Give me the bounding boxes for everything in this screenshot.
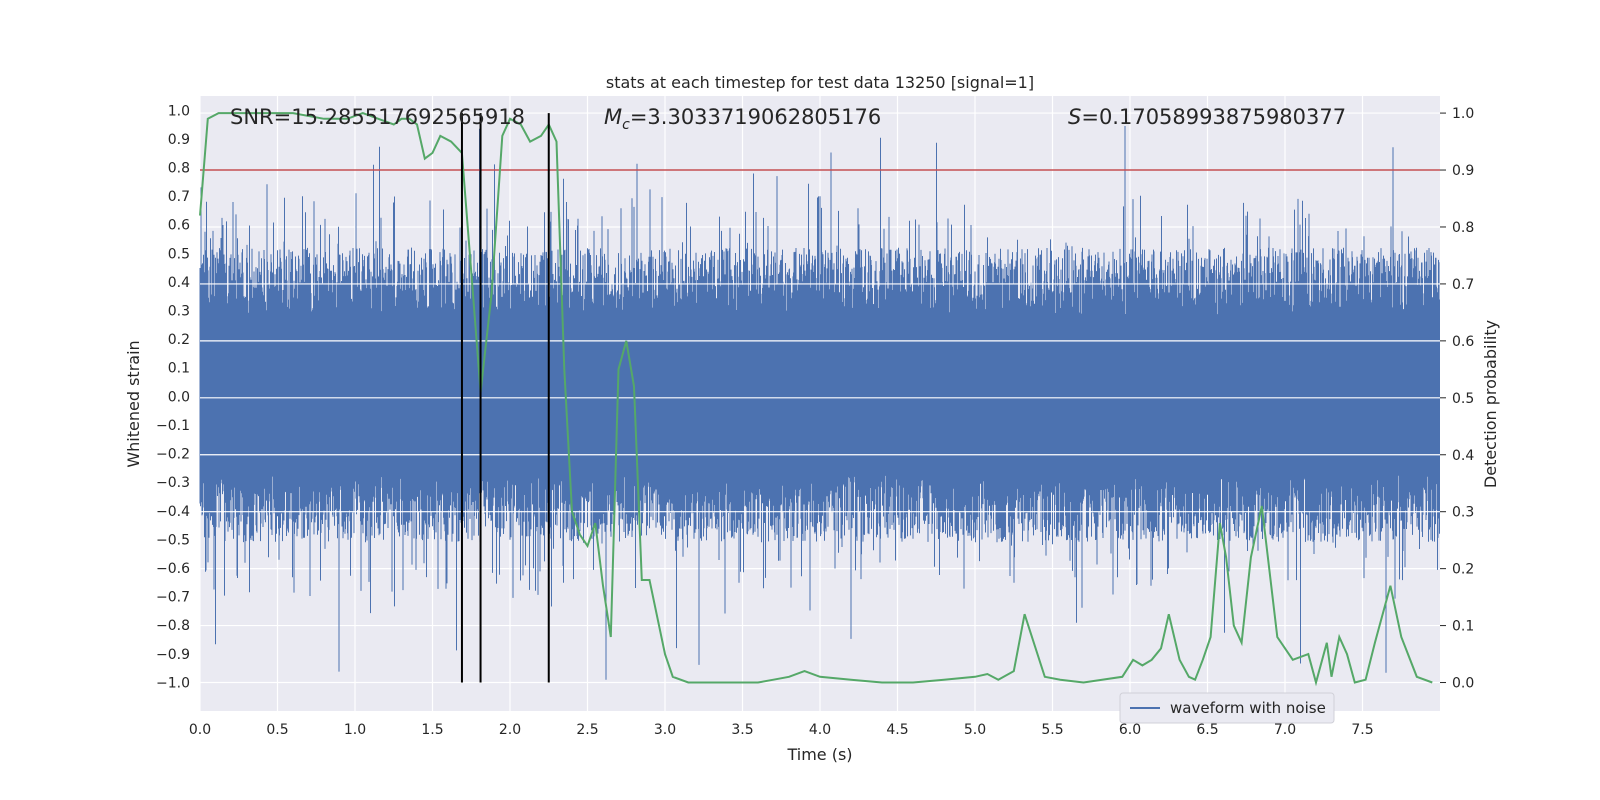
y-tick-label: −0.8 — [156, 618, 190, 634]
chart-title: stats at each timestep for test data 132… — [606, 73, 1034, 92]
y-axis-label: Whitened strain — [124, 340, 143, 467]
snr-annotation: SNR=15.285517692565918 — [230, 105, 525, 129]
y-tick-label: 0.6 — [168, 218, 190, 234]
detection-probability-line — [199, 112, 1433, 687]
y2-axis-ticks: 1.0 0.9 0.8 0.7 0.6 0.5 0.4 0.3 0.2 0.1 0.0 — [1440, 106, 1474, 692]
y-tick-label: −0.2 — [156, 447, 190, 463]
probability-series — [199, 112, 1433, 687]
x-tick-label: 1.5 — [421, 722, 443, 738]
y2-tick-label: 0.6 — [1452, 334, 1474, 350]
x-tick-label: 7.0 — [1274, 722, 1296, 738]
x-tick-label: 2.0 — [499, 722, 521, 738]
y-tick-label: 0.0 — [168, 389, 190, 405]
x-tick-label: 5.5 — [1041, 722, 1063, 738]
x-tick-label: 3.5 — [731, 722, 753, 738]
x-tick-label: 6.5 — [1196, 722, 1218, 738]
s-symbol: S — [1068, 105, 1081, 129]
y-tick-label: −0.6 — [156, 561, 190, 577]
y-tick-label: −0.7 — [156, 590, 190, 606]
x-axis-label: Time (s) — [786, 745, 852, 764]
waveform-trace — [199, 126, 1440, 680]
event-markers — [460, 113, 550, 683]
y2-tick-label: 0.0 — [1452, 676, 1474, 692]
y2-tick-label: 0.2 — [1452, 562, 1474, 578]
y2-tick-label: 0.1 — [1452, 619, 1474, 635]
x-tick-label: 2.5 — [576, 722, 598, 738]
y2-axis-label: Detection probability — [1481, 320, 1500, 488]
y-axis-ticks: 1.0 0.9 0.8 0.7 0.6 0.5 0.4 0.3 0.2 0.1 0.0 −0.1 −0.… — [156, 103, 190, 691]
y-tick-label: −0.9 — [156, 647, 190, 663]
x-tick-label: 4.0 — [809, 722, 831, 738]
x-tick-label: 4.5 — [886, 722, 908, 738]
chirp-mass-value: =3.3033719062805176 — [630, 105, 881, 129]
y-tick-label: −0.1 — [156, 418, 190, 434]
y-tick-label: −0.3 — [156, 475, 190, 491]
waveform-series — [199, 126, 1440, 680]
chirp-mass-annotation: Mc=3.3033719062805176 — [604, 105, 881, 133]
y2-tick-label: 0.7 — [1452, 277, 1474, 293]
y-tick-label: 0.8 — [168, 161, 190, 177]
legend: waveform with noise — [1119, 692, 1335, 724]
y-tick-label: −0.5 — [156, 532, 190, 548]
y2-tick-label: 0.4 — [1452, 448, 1474, 464]
y2-tick-label: 0.9 — [1452, 163, 1474, 179]
x-tick-label: 7.5 — [1351, 722, 1373, 738]
y-tick-label: 0.9 — [168, 132, 190, 148]
y2-tick-label: 0.5 — [1452, 391, 1474, 407]
y2-tick-label: 0.3 — [1452, 505, 1474, 521]
y-tick-label: 1.0 — [168, 103, 190, 119]
x-tick-label: 3.0 — [654, 722, 676, 738]
y2-tick-label: 0.8 — [1452, 220, 1474, 236]
y-tick-label: −0.4 — [156, 504, 190, 520]
x-tick-label: 0.0 — [189, 722, 211, 738]
legend-label-waveform: waveform with noise — [1170, 699, 1326, 717]
y-tick-label: 0.7 — [168, 189, 190, 205]
y-tick-label: 0.5 — [168, 246, 190, 262]
chirp-mass-symbol: M — [604, 105, 622, 129]
x-axis-ticks: 0.0 0.5 1.0 1.5 2.0 2.5 3.0 3.5 4.0 4.5 5.0 5.5 6.0 6… — [189, 722, 1374, 738]
legend-box — [1119, 692, 1335, 724]
y-tick-label: −1.0 — [156, 675, 190, 691]
x-tick-label: 5.0 — [964, 722, 986, 738]
x-tick-label: 1.0 — [344, 722, 366, 738]
y-tick-label: 0.4 — [168, 275, 190, 291]
y-tick-label: 0.3 — [168, 304, 190, 320]
x-tick-label: 0.5 — [266, 722, 288, 738]
chirp-mass-subscript: c — [622, 117, 630, 133]
s-value: =0.17058993875980377 — [1081, 105, 1346, 129]
y-tick-label: 0.2 — [168, 332, 190, 348]
y-tick-label: 0.1 — [168, 361, 190, 377]
y2-tick-label: 1.0 — [1452, 106, 1474, 122]
x-tick-label: 6.0 — [1119, 722, 1141, 738]
s-annotation: S=0.17058993875980377 — [1068, 105, 1346, 129]
